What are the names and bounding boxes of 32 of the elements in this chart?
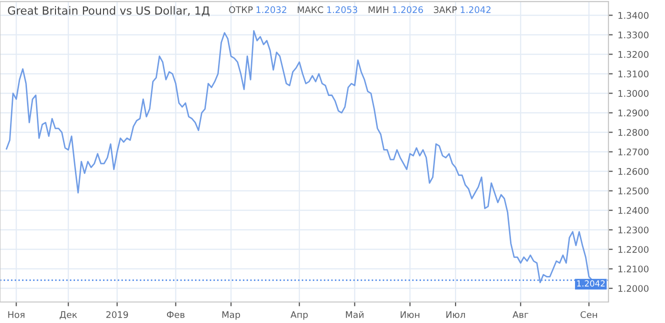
y-tick-label: 1.3100 [618,70,648,78]
x-tick-label: Апр [290,311,308,320]
annotation: МИН 1.2026 [368,6,423,14]
x-tick-label: Авг [512,311,528,318]
y-tick-label: 1.2600 [618,168,648,175]
x-tick-label: Сен [580,311,598,318]
x-tick-label: Май [346,311,364,318]
annotation: ОТКР 1.2032 [229,6,286,14]
y-tick-label: 1.2800 [618,129,648,136]
x-tick-label: Ноя [8,311,24,318]
y-tick-label: 1.2900 [618,110,648,116]
y-tick-label: 1.3000 [618,90,648,97]
x-tick-label: Мар [222,311,240,320]
y-tick-label: 1.3200 [618,51,648,58]
annotation: ЗАКР 1.2042 [434,6,490,14]
y-tick-label: 1.2400 [618,207,648,214]
x-tick-label: Фев [166,311,184,318]
x-tick-label: Июн [400,311,420,318]
y-tick-label: 1.2700 [618,148,648,156]
x-tick-label: Июл [446,311,465,318]
x-tick-label: 2019 [106,311,128,318]
y-tick-label: 1.3300 [618,32,648,38]
y-tick-label: 1.2300 [618,226,648,234]
y-tick-label: 1.3400 [618,12,648,19]
annotation: МАКС 1.2053 [298,6,358,14]
y-tick-label: 1.2200 [618,246,648,253]
y-tick-label: 1.2100 [618,266,648,272]
chart-title: Great Britain Pound vs US Dollar, 1Д [8,6,210,16]
x-tick-label: Дек [60,311,78,320]
y-tick-label: 1.2000 [618,285,648,292]
ref-line-label: 1.2042 [577,280,605,287]
y-tick-label: 1.2500 [618,188,648,194]
